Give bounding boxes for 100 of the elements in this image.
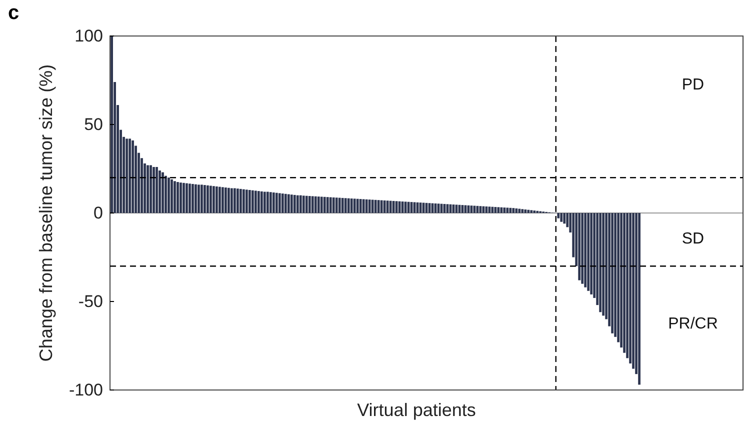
bar [269, 192, 272, 213]
bar [198, 184, 200, 213]
bar [518, 208, 521, 213]
bar [204, 185, 206, 213]
bar [521, 209, 524, 213]
bar [587, 213, 590, 291]
bar [314, 196, 317, 213]
bar [335, 198, 338, 213]
bar [338, 198, 341, 213]
bar [266, 192, 269, 213]
bar [254, 190, 257, 213]
bar [356, 198, 359, 213]
bar [156, 166, 158, 213]
bar [365, 199, 368, 213]
bar [110, 36, 113, 213]
bar [509, 208, 512, 213]
bar [296, 195, 299, 213]
bar [146, 165, 149, 213]
bar [236, 188, 239, 213]
bar [242, 189, 245, 213]
bar [530, 210, 533, 213]
bar [248, 190, 251, 213]
bar [192, 184, 194, 213]
bar [278, 193, 281, 213]
bar [311, 196, 314, 213]
bar [170, 179, 173, 213]
bar [302, 196, 305, 213]
bar [485, 206, 488, 213]
y-tick-label: -50 [78, 292, 103, 311]
bar [299, 195, 302, 213]
bar [347, 198, 350, 213]
bar [216, 186, 218, 213]
bar [206, 185, 209, 213]
bar [293, 194, 296, 213]
bar [320, 196, 323, 213]
bar [132, 140, 134, 213]
bar [126, 138, 128, 213]
bar [563, 213, 566, 224]
bar [590, 213, 593, 294]
bar [368, 200, 371, 213]
bar [323, 196, 326, 213]
bar [332, 197, 335, 213]
bar [515, 208, 518, 213]
bar [230, 188, 233, 213]
bar [527, 210, 530, 213]
bar [350, 198, 353, 213]
bar [341, 198, 344, 213]
bar [494, 206, 497, 213]
bar [224, 188, 227, 213]
y-tick-label: -100 [68, 380, 103, 400]
bar [503, 208, 506, 213]
bar [221, 187, 224, 213]
annotation: SD [682, 230, 704, 248]
bar [362, 199, 365, 213]
bar [245, 190, 248, 213]
bar [287, 194, 290, 213]
bar [200, 184, 203, 213]
bar [233, 188, 236, 213]
bar [353, 198, 356, 213]
bar [174, 181, 176, 213]
bar [194, 184, 197, 213]
bar [344, 198, 347, 213]
y-axis-title: Change from baseline tumor size (%) [36, 64, 56, 362]
bar [326, 197, 329, 213]
bar [500, 207, 503, 213]
annotation: PR/CR [668, 315, 718, 332]
bar [164, 176, 167, 213]
bar [524, 209, 527, 213]
bar [218, 186, 221, 213]
bar [239, 188, 242, 213]
bar [158, 170, 161, 213]
bar [128, 138, 131, 213]
bar [186, 183, 188, 213]
bar [305, 196, 308, 213]
annotation: PD [682, 76, 704, 94]
bar [263, 192, 266, 213]
bar [257, 191, 260, 213]
bar [210, 186, 212, 213]
bar [602, 213, 605, 316]
bar [488, 206, 491, 213]
bar [182, 182, 185, 213]
bar [281, 194, 284, 213]
bar [251, 190, 254, 213]
bar [275, 192, 278, 213]
bar [497, 207, 500, 213]
bar [329, 197, 332, 213]
bar [176, 182, 179, 213]
bar [290, 194, 293, 213]
bar [212, 186, 215, 213]
bar [578, 213, 581, 280]
bar [371, 200, 374, 213]
y-tick-label: 100 [74, 26, 103, 46]
bar [506, 208, 509, 213]
bar [152, 166, 155, 213]
bar [260, 191, 263, 213]
text: c [8, 2, 20, 24]
bar [150, 165, 152, 213]
bar [581, 213, 584, 284]
bar [168, 178, 170, 213]
bar [560, 213, 563, 222]
